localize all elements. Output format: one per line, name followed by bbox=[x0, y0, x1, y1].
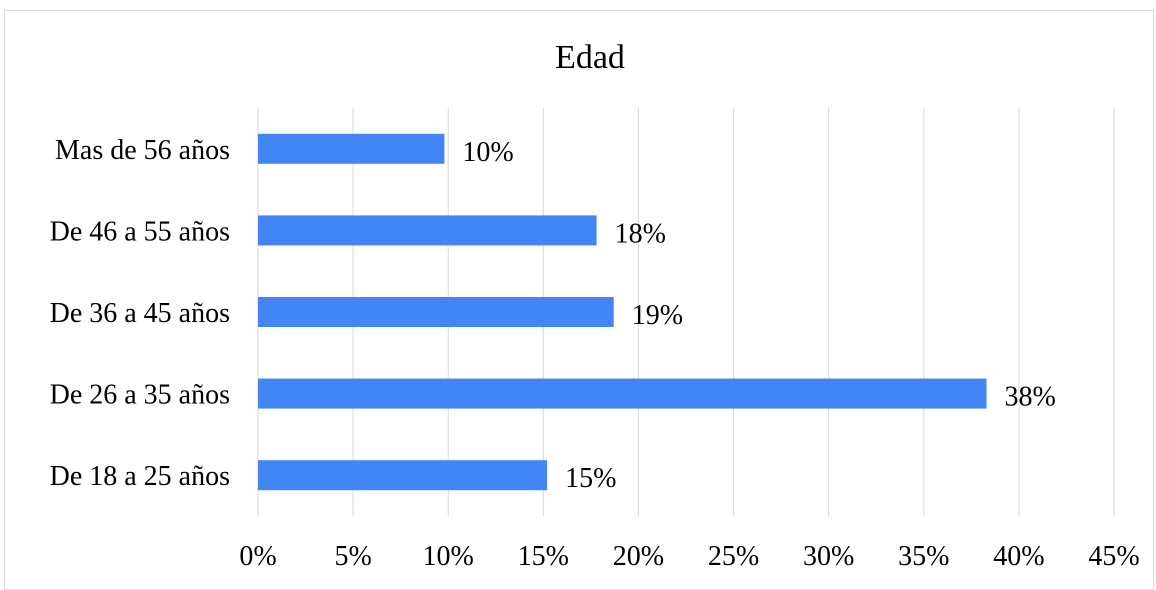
x-tick-label-20: 20% bbox=[613, 541, 664, 572]
x-tick-label-0: 0% bbox=[239, 541, 276, 572]
x-tick-label-45: 45% bbox=[1088, 541, 1139, 572]
x-tick-label-40: 40% bbox=[993, 541, 1044, 572]
x-tick-label-25: 25% bbox=[708, 541, 759, 572]
data-label-0: 15% bbox=[565, 463, 616, 494]
x-tick-label-10: 10% bbox=[423, 541, 474, 572]
category-label-3: De 46 a 55 años bbox=[50, 216, 230, 247]
data-label-2: 19% bbox=[632, 300, 683, 331]
data-label-3: 18% bbox=[615, 218, 666, 249]
x-tick-label-30: 30% bbox=[803, 541, 854, 572]
bar-3 bbox=[258, 215, 597, 246]
gridlines bbox=[257, 108, 1115, 516]
x-tick-label-35: 35% bbox=[898, 541, 949, 572]
category-label-0: De 18 a 25 años bbox=[50, 461, 230, 492]
category-label-4: Mas de 56 años bbox=[55, 135, 230, 166]
chart-title: Edad bbox=[555, 39, 625, 76]
bar-0 bbox=[258, 460, 548, 491]
x-tick-labels: 0% 5% 10% 15% 20% 25% 30% 35% 40% 45% bbox=[239, 541, 1139, 572]
x-tick-label-15: 15% bbox=[518, 541, 569, 572]
bar-4 bbox=[258, 133, 445, 164]
category-label-1: De 26 a 35 años bbox=[50, 380, 230, 411]
data-label-4: 10% bbox=[462, 137, 513, 168]
bar-1 bbox=[258, 378, 987, 409]
category-labels: De 18 a 25 años De 26 a 35 años De 36 a 45… bbox=[50, 135, 230, 492]
data-labels: 15% 38% 19% 18% 10% bbox=[462, 137, 1055, 494]
category-label-2: De 36 a 45 años bbox=[50, 298, 230, 329]
bar-2 bbox=[258, 297, 614, 327]
bars bbox=[258, 133, 987, 491]
x-tick-label-5: 5% bbox=[334, 541, 371, 572]
data-label-1: 38% bbox=[1005, 382, 1056, 413]
